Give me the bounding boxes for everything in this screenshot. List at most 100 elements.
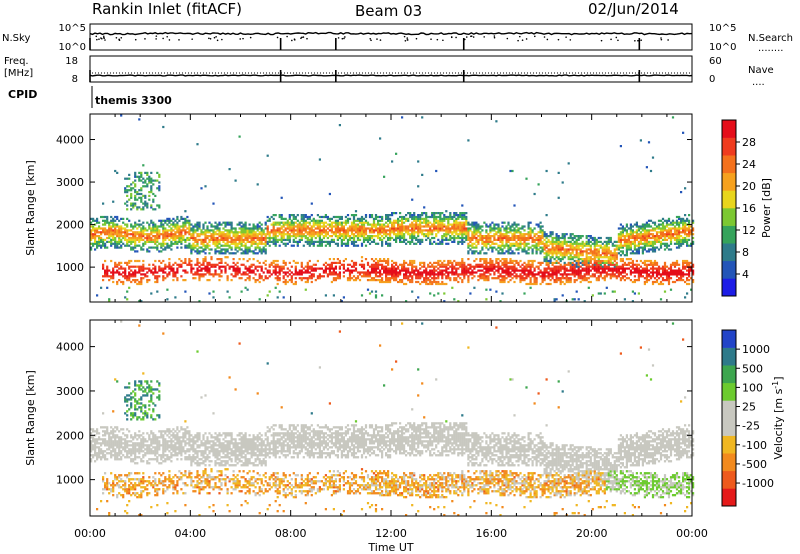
- power-echo-cell: [511, 223, 514, 226]
- power-echo-cell: [559, 277, 562, 280]
- power-echo-cell: [340, 233, 343, 236]
- power-echo-cell: [397, 265, 400, 268]
- power-echo-cell: [234, 242, 237, 245]
- power-echo-cell: [557, 238, 560, 242]
- power-echo-cell: [513, 275, 516, 278]
- power-echo-cell: [457, 273, 460, 276]
- power-echo-cell: [278, 277, 281, 280]
- power-echo-cell: [463, 240, 466, 244]
- power-echo-cell: [308, 242, 311, 245]
- power-echo-cell: [194, 231, 197, 234]
- power-echo-cell: [248, 248, 251, 251]
- power-echo-cell: [445, 229, 448, 232]
- power-echo-cell: [481, 275, 484, 278]
- power-echo-cell: [306, 265, 309, 268]
- power-echo-cell: [130, 269, 133, 272]
- power-echo-cell: [607, 259, 610, 263]
- power-echo-cell: [154, 227, 157, 230]
- power-echo-cell: [391, 231, 394, 234]
- power-echo-cell: [240, 248, 243, 251]
- power-echo-cell: [565, 273, 568, 276]
- power-echo-cell: [106, 229, 109, 232]
- power-echo-cell: [184, 261, 187, 265]
- power-echo-cell: [278, 233, 281, 236]
- power-echo-cell: [579, 254, 582, 257]
- power-echo-cell: [360, 256, 364, 259]
- power-echo-cell: [364, 238, 368, 242]
- power-echo-cell: [350, 240, 354, 244]
- power-echo-cell: [240, 238, 243, 242]
- power-echo-cell: [625, 242, 628, 245]
- power-echo-cell: [108, 269, 111, 272]
- power-echo-cell: [174, 223, 177, 226]
- power-echo-cell: [182, 235, 185, 238]
- power-echo-cell: [399, 236, 402, 240]
- power-echo-cell: [605, 236, 608, 240]
- power-echo-cell: [358, 225, 362, 228]
- power-echo-cell: [240, 221, 243, 224]
- power-echo-cell: [148, 175, 151, 178]
- power-echo-cell: [226, 290, 229, 293]
- power-echo-cell: [324, 244, 327, 247]
- power-echo-cell: [421, 280, 424, 284]
- power-echo-cell: [370, 267, 374, 270]
- power-echo-cell: [110, 225, 113, 228]
- power-echo-cell: [545, 267, 548, 270]
- power-echo-cell: [158, 189, 161, 192]
- power-echo-cell: [264, 252, 267, 255]
- power-echo-cell: [471, 225, 474, 228]
- power-echo-cell: [395, 275, 398, 278]
- power-echo-cell: [282, 267, 285, 270]
- power-echo-cell: [467, 238, 470, 242]
- power-echo-cell: [555, 242, 558, 245]
- power-echo-cell: [178, 231, 181, 234]
- power-echo-cell: [627, 233, 630, 236]
- power-echo-cell: [479, 273, 482, 276]
- power-echo-cell: [477, 235, 480, 238]
- power-echo-cell: [525, 238, 528, 242]
- power-echo-cell: [587, 240, 590, 244]
- power-echo-cell: [258, 221, 261, 224]
- freq-trace: [89, 74, 693, 77]
- power-echo-cell: [102, 267, 105, 270]
- power-echo-cell: [338, 265, 341, 268]
- power-echo-cell: [308, 240, 311, 244]
- power-echo-cell: [140, 187, 143, 190]
- power-echo-cell: [551, 240, 554, 244]
- power-echo-cell: [292, 282, 295, 286]
- power-echo-cell: [316, 227, 319, 230]
- power-echo-cell: [334, 242, 337, 245]
- power-echo-cell: [443, 214, 446, 217]
- power-echo-cell: [300, 219, 303, 222]
- power-echo-cell: [425, 229, 428, 232]
- power-echo-cell: [90, 238, 93, 242]
- power-echo-cell: [619, 240, 622, 244]
- power-echo-cell: [288, 261, 291, 265]
- power-echo-cell: [288, 217, 291, 221]
- power-echo-cell: [487, 277, 490, 280]
- power-echo-cell: [421, 212, 424, 215]
- power-echo-cell: [356, 238, 360, 242]
- power-echo-cell: [383, 267, 386, 270]
- power-echo-cell: [437, 282, 440, 286]
- nsearch-dot: [215, 35, 217, 38]
- power-echo-cell: [336, 277, 339, 280]
- power-echo-cell: [611, 242, 614, 245]
- power-echo-cell: [224, 261, 227, 265]
- power-echo-cell: [274, 236, 277, 240]
- power-echo-cell: [599, 267, 602, 270]
- nsearch-dot: [239, 38, 242, 40]
- power-echo-cell: [112, 267, 115, 270]
- power-echo-cell: [505, 231, 508, 234]
- power-echo-cell: [290, 231, 293, 234]
- power-echo-cell: [374, 225, 378, 228]
- power-echo-cell: [188, 227, 191, 230]
- power-echo-cell: [164, 263, 167, 266]
- power-echo-cell: [597, 279, 600, 282]
- power-echo-cell: [441, 280, 444, 284]
- power-echo-cell: [282, 277, 285, 280]
- power-echo-cell: [617, 244, 620, 247]
- power-echo-cell: [238, 227, 241, 230]
- power-echo-cell: [282, 235, 285, 238]
- power-echo-cell: [268, 217, 271, 221]
